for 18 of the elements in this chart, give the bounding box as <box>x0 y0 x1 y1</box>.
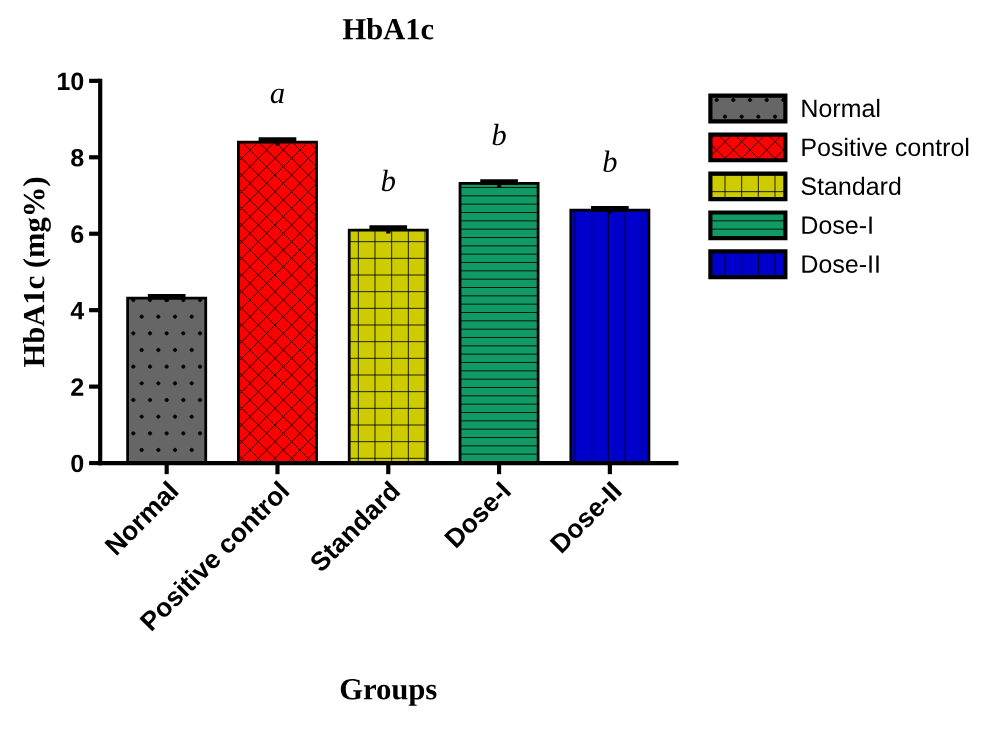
legend-label: Positive control <box>802 137 969 157</box>
y-tick-label: 10 <box>58 72 84 91</box>
annotation: b <box>381 169 395 192</box>
legend-label: Dose-I <box>802 216 872 235</box>
legend-label: Dose-II <box>802 255 879 273</box>
y-axis-title: HbA1c (mg%) <box>22 177 51 367</box>
y-tick-label: 2 <box>71 378 84 396</box>
y-tick-label: 4 <box>70 302 85 320</box>
chart-title: HbA1c <box>342 17 434 40</box>
y-tick-label: 6 <box>71 225 84 244</box>
legend-label: Standard <box>801 176 901 196</box>
legend-label: Normal <box>802 98 880 118</box>
annotation: b <box>603 150 617 173</box>
annotation: b <box>492 123 506 146</box>
y-tick-label: 8 <box>71 148 84 167</box>
x-axis-title: Groups <box>340 679 437 706</box>
annotation: a <box>270 88 284 104</box>
y-tick-label: 0 <box>71 454 84 473</box>
